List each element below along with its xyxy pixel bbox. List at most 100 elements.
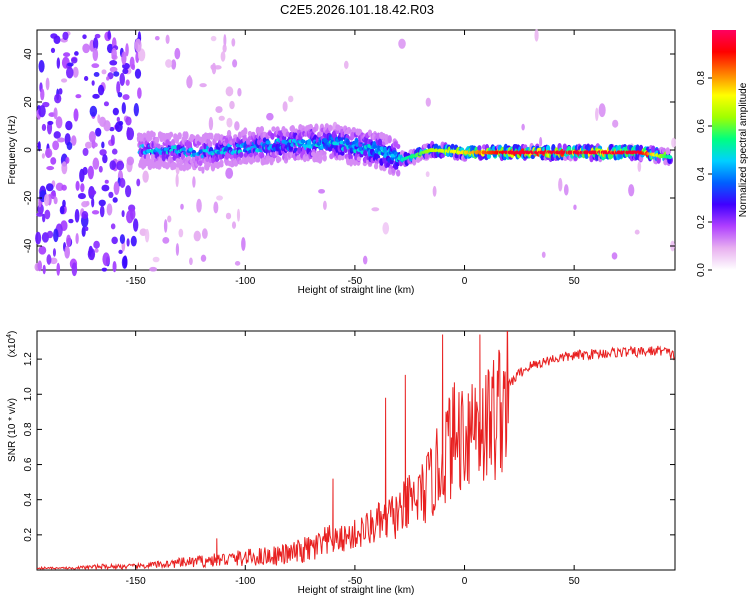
heatmap-cell xyxy=(137,87,142,99)
heatmap-cell xyxy=(125,185,132,198)
heatmap-cell xyxy=(129,208,136,220)
heatmap-cell xyxy=(165,59,173,68)
heatmap-cell xyxy=(125,43,129,57)
heatmap-ridge-cell xyxy=(391,167,396,174)
heatmap-ridge-cell xyxy=(663,159,668,166)
snr-scale-label: (x104) xyxy=(6,331,18,358)
heatmap-cell xyxy=(175,243,180,256)
heatmap-cell xyxy=(66,141,73,151)
heatmap-ridge-cell xyxy=(270,132,275,140)
heatmap-ridge-cell xyxy=(318,154,323,162)
heatmap-cell xyxy=(236,208,241,222)
heatmap-cell xyxy=(95,127,102,137)
heatmap-ridge-cell xyxy=(156,143,161,149)
heatmap-cell xyxy=(322,200,327,211)
heatmap-ridge-cell xyxy=(412,157,417,166)
heatmap-cell xyxy=(109,66,118,73)
heatmap-cell xyxy=(82,43,91,54)
heatmap-cell xyxy=(193,230,201,242)
heatmap-x-tick-label: 50 xyxy=(569,276,581,287)
heatmap-cell xyxy=(229,100,235,110)
snr-x-tick-label: 50 xyxy=(569,576,581,587)
heatmap-ridge-core xyxy=(204,148,210,153)
heatmap-cell xyxy=(75,180,80,191)
heatmap-y-tick-label: -40 xyxy=(23,238,34,253)
heatmap-ridge-cell xyxy=(297,145,302,154)
heatmap-cell xyxy=(132,218,139,232)
heatmap-ridge-cell xyxy=(328,125,333,131)
heatmap-x-ticks: -150 -100 -50 0 50 xyxy=(126,30,580,287)
heatmap-ridge-cell xyxy=(150,152,156,161)
heatmap-ridge-cell xyxy=(208,132,214,138)
heatmap-x-tick-label: -150 xyxy=(126,276,146,287)
heatmap-cell xyxy=(98,199,106,207)
heatmap-cell xyxy=(63,52,71,58)
heatmap-cell xyxy=(42,264,46,275)
heatmap-cell xyxy=(112,107,119,116)
heatmap-ridge-cell xyxy=(322,154,327,162)
heatmap-x-tick-label: -50 xyxy=(348,276,363,287)
heatmap-cell xyxy=(94,248,99,253)
heatmap-ridge-cell xyxy=(247,136,252,141)
heatmap-ridge-cell xyxy=(138,134,144,142)
colorbar-label: Normalized spectral amplitude xyxy=(738,82,749,217)
heatmap-cell xyxy=(126,156,135,166)
heatmap-cell xyxy=(61,161,68,175)
heatmap-cell xyxy=(222,44,227,53)
heatmap-cell xyxy=(199,83,207,88)
heatmap-cell xyxy=(107,30,111,40)
heatmap-cell xyxy=(53,228,59,243)
heatmap-cell xyxy=(58,88,63,95)
snr-y-tick-label: 0.4 xyxy=(23,492,34,506)
heatmap-cell xyxy=(121,51,127,65)
heatmap-cell xyxy=(66,234,72,247)
heatmap-cell xyxy=(57,137,65,143)
heatmap-ridge-cell xyxy=(157,165,162,170)
colorbar: 0.0 0.2 0.4 0.6 0.8 Normalized spectral ampl… xyxy=(696,30,749,277)
heatmap-cell xyxy=(117,92,123,98)
heatmap-cell xyxy=(97,84,105,96)
heatmap-cell xyxy=(101,267,108,272)
heatmap-panel: -150 -100 -50 0 50 -40 -20 0 20 40 Height of str… xyxy=(7,29,676,296)
heatmap-ridge-cell xyxy=(312,126,317,133)
snr-x-tick-label: -100 xyxy=(235,576,255,587)
heatmap-cell xyxy=(231,38,236,47)
heatmap-ridge-cell xyxy=(335,124,340,131)
heatmap-cell xyxy=(201,228,208,239)
heatmap-ridge-cell xyxy=(424,153,429,160)
heatmap-cell xyxy=(82,147,89,157)
snr-x-tick-label: -150 xyxy=(126,576,146,587)
snr-x-label: Height of straight line (km) xyxy=(298,585,415,596)
heatmap-cell xyxy=(68,218,74,224)
snr-y-label: SNR (10 * v/v) xyxy=(7,398,18,462)
heatmap-ridge-cell xyxy=(454,153,459,159)
heatmap-cell xyxy=(136,178,141,187)
heatmap-cell xyxy=(112,260,117,273)
heatmap-cell xyxy=(65,156,70,164)
heatmap-cell xyxy=(50,47,56,53)
heatmap-ridge-core xyxy=(188,147,194,152)
heatmap-ridge-cell xyxy=(416,156,421,163)
heatmap-ridge-cell xyxy=(308,123,314,131)
heatmap-cell xyxy=(82,34,87,40)
heatmap-cell xyxy=(425,97,431,107)
heatmap-cell xyxy=(371,207,380,212)
heatmap-cell xyxy=(66,66,74,79)
heatmap-cell xyxy=(37,141,41,152)
heatmap-cell xyxy=(103,101,109,107)
heatmap-ridge-cell xyxy=(207,140,213,149)
heatmap-ridge-cell xyxy=(239,151,244,158)
heatmap-cell xyxy=(119,72,125,86)
heatmap-cell xyxy=(432,185,437,197)
snr-y-tick-label: 1.0 xyxy=(23,387,34,401)
heatmap-cell xyxy=(36,212,44,217)
heatmap-ridge-cell xyxy=(172,161,177,170)
heatmap-cell xyxy=(187,74,192,89)
heatmap-cell xyxy=(121,102,126,114)
heatmap-cell xyxy=(104,179,109,184)
heatmap-cell xyxy=(213,201,219,214)
heatmap-cell xyxy=(87,248,96,261)
heatmap-ridge-cell xyxy=(618,153,623,159)
heatmap-cell xyxy=(125,116,132,126)
heatmap-cell xyxy=(99,205,105,218)
